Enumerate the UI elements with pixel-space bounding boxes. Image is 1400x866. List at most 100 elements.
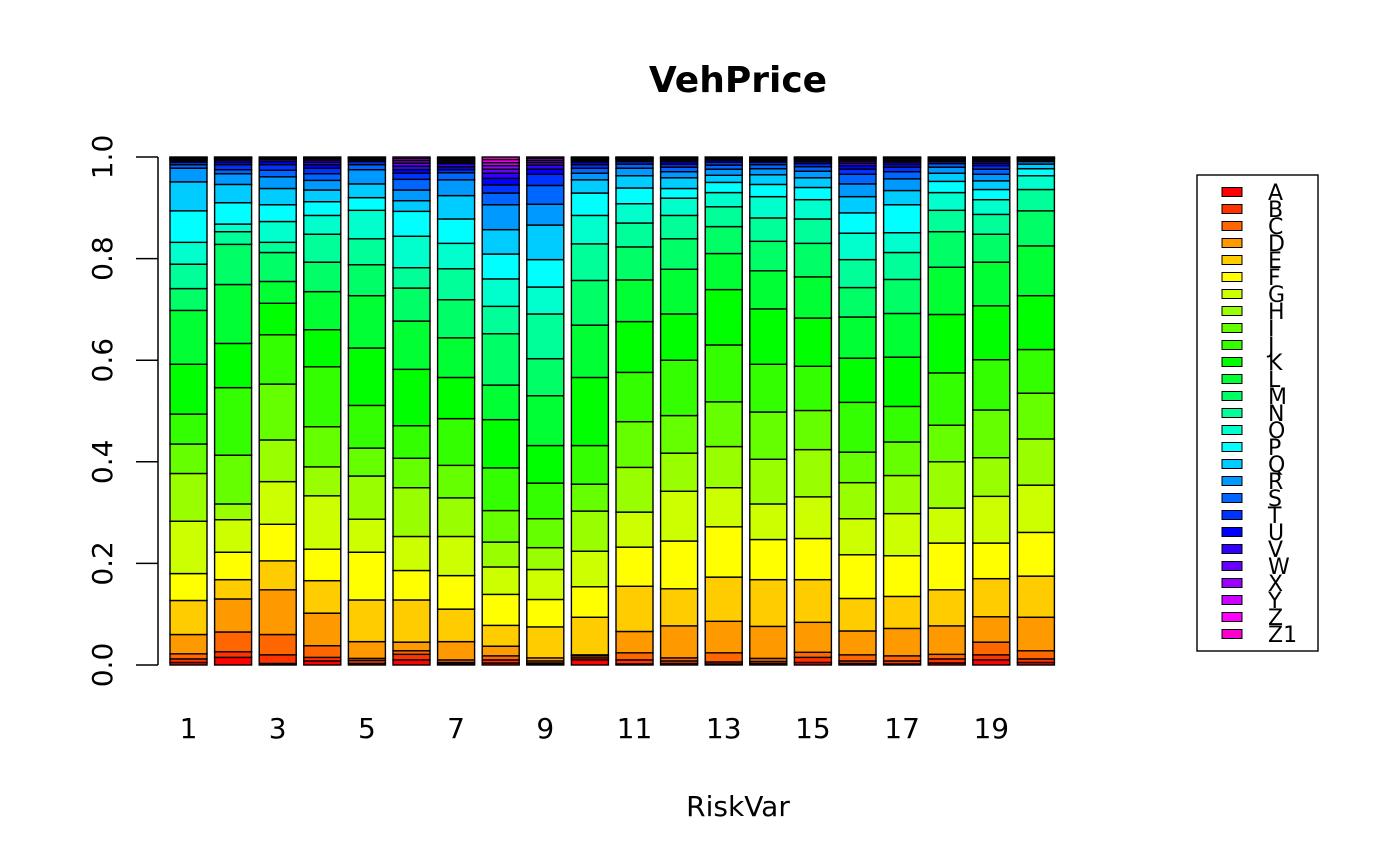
bar-segment <box>972 180 1011 191</box>
bar-segment <box>838 286 877 318</box>
legend-item-J: J <box>1221 334 1275 359</box>
bar-3 <box>258 156 297 666</box>
bar-segment <box>481 253 520 280</box>
bar-segment <box>659 588 699 627</box>
bar-segment <box>392 653 431 661</box>
bar-segment <box>659 359 699 417</box>
bar-segment <box>838 232 877 261</box>
bar-segment <box>749 503 788 541</box>
bar-18 <box>927 156 966 666</box>
bar-segment <box>392 199 431 213</box>
bar-2 <box>213 156 253 666</box>
bar-segment <box>481 156 520 161</box>
bar-segment <box>615 187 654 205</box>
legend-item-Y: Y <box>1221 589 1282 614</box>
bar-segment <box>303 612 342 647</box>
bar-segment <box>392 267 431 289</box>
bar-segment <box>838 654 877 662</box>
bar-segment <box>838 451 877 484</box>
bar-segment <box>838 517 877 556</box>
bar-segment <box>347 475 387 520</box>
bar-segment <box>704 225 743 255</box>
bar-segment <box>1016 531 1056 577</box>
bar-segment <box>258 251 297 283</box>
bar-segment <box>303 167 342 175</box>
bar-segment <box>838 183 877 198</box>
bar-segment <box>793 218 833 245</box>
bar-segment <box>615 222 654 248</box>
x-axis-label: RiskVar <box>686 790 790 823</box>
bar-segment <box>882 171 922 180</box>
bar-segment <box>615 511 654 548</box>
x-tick-label: 9 <box>536 712 554 745</box>
bar-segment <box>526 568 565 601</box>
bar-segment <box>882 156 922 159</box>
legend-swatch <box>1221 272 1243 282</box>
bar-segment <box>526 156 565 159</box>
bar-segment <box>615 466 654 513</box>
bar-segment <box>303 329 342 368</box>
bar-segment <box>882 627 922 657</box>
bar-segment <box>570 510 610 552</box>
legend-label: E <box>1268 249 1282 274</box>
bar-segment <box>749 183 788 198</box>
bar-segment <box>570 192 610 217</box>
bar-segment <box>838 481 877 520</box>
bar-segment <box>838 168 877 175</box>
bar-segment <box>436 194 476 220</box>
bar-segment <box>615 320 654 374</box>
bar-segment <box>258 302 297 336</box>
legend-label: J <box>1266 334 1275 359</box>
bar-segment <box>1016 210 1056 247</box>
bar-segment <box>749 578 788 628</box>
bar-segment <box>659 187 699 199</box>
bar-segment <box>570 179 610 194</box>
bar-segment <box>570 659 610 666</box>
bar-segment <box>347 168 387 185</box>
bar-segment <box>303 261 342 293</box>
bar-segment <box>1016 294 1056 351</box>
bar-segment <box>927 507 966 544</box>
legend-swatch <box>1221 510 1243 520</box>
bar-segment <box>793 186 833 201</box>
legend-item-C: C <box>1221 215 1283 240</box>
chart-title: VehPrice <box>649 60 827 101</box>
bar-segment <box>169 572 208 602</box>
bar-segment <box>972 495 1011 544</box>
bar-segment <box>749 363 788 413</box>
bar-segment <box>303 466 342 497</box>
bar-segment <box>615 279 654 323</box>
bar-segment <box>436 179 476 197</box>
bar-segment <box>213 454 253 505</box>
legend-item-S: S <box>1221 487 1282 512</box>
legend-swatch <box>1221 374 1243 384</box>
bar-segment <box>793 177 833 189</box>
bar-segment <box>793 170 833 179</box>
bar-segment <box>213 342 253 389</box>
legend-swatch <box>1221 391 1243 401</box>
bar-segment <box>749 217 788 243</box>
bar-segment <box>615 175 654 189</box>
y-tick-label: 0.8 <box>86 236 119 281</box>
bar-segment <box>258 480 297 525</box>
legend-swatch <box>1221 544 1243 554</box>
bar-segment <box>526 168 565 175</box>
bar-segment <box>882 595 922 630</box>
bar-segment <box>213 503 253 521</box>
bar-segment <box>972 654 1011 661</box>
bar-segment <box>793 496 833 540</box>
bar-segment <box>972 641 1011 656</box>
bar-segment <box>704 288 743 346</box>
x-tick-label: 11 <box>617 712 653 745</box>
legend-item-G: G <box>1221 283 1285 308</box>
bar-segment <box>1016 392 1056 440</box>
bar-segment <box>1016 188 1056 212</box>
bar-segment <box>793 651 833 659</box>
bar-segment <box>972 188 1011 201</box>
legend-item-Q: Q <box>1221 453 1285 478</box>
bar-segment <box>213 230 253 246</box>
bar-segment <box>882 231 922 254</box>
bar-segment <box>972 542 1011 580</box>
bar-segment <box>570 324 610 379</box>
